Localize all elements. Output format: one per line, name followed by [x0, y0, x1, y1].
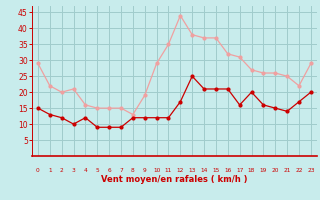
X-axis label: Vent moyen/en rafales ( km/h ): Vent moyen/en rafales ( km/h )	[101, 175, 248, 184]
